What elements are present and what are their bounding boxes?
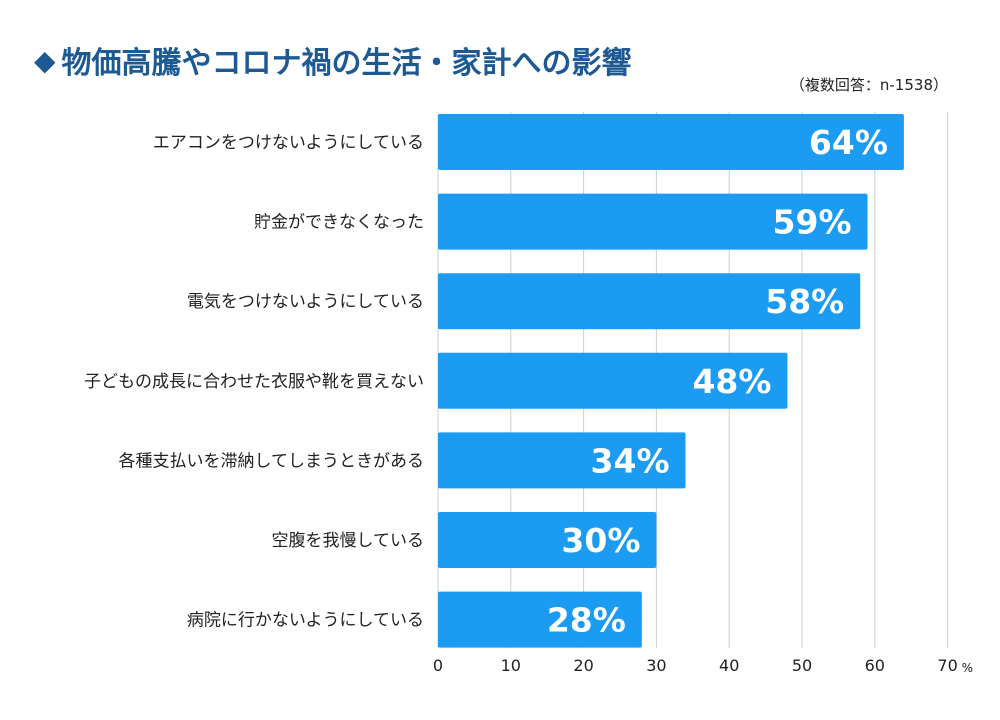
- bar-value-label: 30%: [561, 521, 640, 560]
- bar: [438, 114, 904, 170]
- category-label: エアコンをつけないようにしている: [153, 133, 424, 153]
- bar: [438, 273, 861, 330]
- x-tick-label: 60: [865, 656, 885, 675]
- chart-title-text: 物価高騰やコロナ禍の生活・家計への影響: [61, 46, 632, 81]
- bar-value-label: 34%: [591, 441, 670, 480]
- x-tick-label: 10: [501, 656, 521, 675]
- category-label: 病院に行かないようにしている: [187, 611, 424, 631]
- sample-size-note: （複数回答：n-1538）: [789, 76, 948, 94]
- x-tick-label: 40: [719, 656, 739, 675]
- category-label: 子どもの成長に合わせた衣服や靴を買えない: [84, 372, 424, 392]
- bar: [438, 432, 686, 489]
- bar-value-label: 59%: [773, 203, 852, 242]
- x-tick-label: 50: [792, 656, 812, 675]
- bar: [438, 193, 868, 250]
- category-label: 貯金ができなくなった: [254, 213, 424, 233]
- bar: [438, 591, 642, 648]
- x-tick-label: 30: [646, 656, 666, 675]
- category-labels: エアコンをつけないようにしている貯金ができなくなった電気をつけないようにしている…: [84, 133, 424, 631]
- x-tick-label: 70: [937, 656, 957, 675]
- bar-value-label: 64%: [809, 123, 888, 162]
- bar-value-label: 28%: [547, 601, 626, 640]
- category-label: 各種支払いを滞納してしまうときがある: [119, 451, 425, 471]
- x-unit-label: %: [962, 661, 973, 675]
- x-tick-label: 0: [433, 656, 443, 675]
- category-label: 電気をつけないようにしている: [187, 292, 424, 312]
- x-tick-label: 20: [573, 656, 593, 675]
- bar: [438, 512, 657, 568]
- bar: [438, 352, 788, 409]
- chart-title: ◆ 物価高騰やコロナ禍の生活・家計への影響: [34, 38, 632, 82]
- bar-value-label: 48%: [692, 362, 771, 401]
- x-tick-labels: 0 10 20 30 40 50 60 70%: [433, 656, 973, 675]
- diamond-icon: ◆: [34, 43, 56, 77]
- bars: 64% 59% 58% 48% 34% 30% 28%: [438, 114, 904, 648]
- bar-value-label: 58%: [765, 282, 844, 321]
- category-label: 空腹を我慢している: [272, 530, 425, 551]
